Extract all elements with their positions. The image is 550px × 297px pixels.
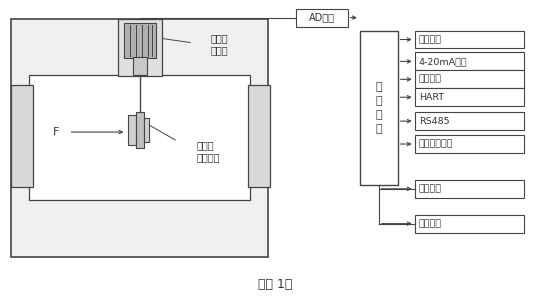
Text: 传感器: 传感器 [210,45,228,56]
Bar [29,75,250,200]
Bar [415,88,524,106]
Bar [128,115,136,145]
Text: 红外置零开关: 红外置零开关 [419,140,453,148]
Bar [415,70,524,88]
Bar [133,57,147,75]
Text: 压力采集: 压力采集 [419,184,442,193]
Bar [10,19,268,257]
Bar [415,180,524,198]
Text: 液晶显示: 液晶显示 [419,35,442,44]
Text: 脉冲输出: 脉冲输出 [419,75,442,84]
Bar [415,53,524,70]
Text: （靶片）: （靶片） [196,152,219,162]
Text: HART: HART [419,93,444,102]
Text: （图 1）: （图 1） [258,278,292,291]
Bar [415,135,524,153]
Text: F: F [53,127,60,137]
Bar [360,31,398,185]
Bar [124,23,156,59]
Bar [415,31,524,48]
Text: 微
处
理
器: 微 处 理 器 [376,82,382,134]
Text: 4-20mA输出: 4-20mA输出 [419,57,468,66]
Text: 双电容: 双电容 [210,34,228,44]
Text: AD转换: AD转换 [309,12,335,23]
Bar [144,118,149,142]
Bar [248,85,270,187]
Bar [415,215,524,233]
Bar [118,19,162,76]
Bar [415,112,524,130]
Text: 温度采集: 温度采集 [419,219,442,228]
Bar [136,112,144,148]
Text: RS485: RS485 [419,117,449,126]
Text: 阻流件: 阻流件 [196,140,214,150]
Bar [296,9,348,26]
Bar [10,85,32,187]
